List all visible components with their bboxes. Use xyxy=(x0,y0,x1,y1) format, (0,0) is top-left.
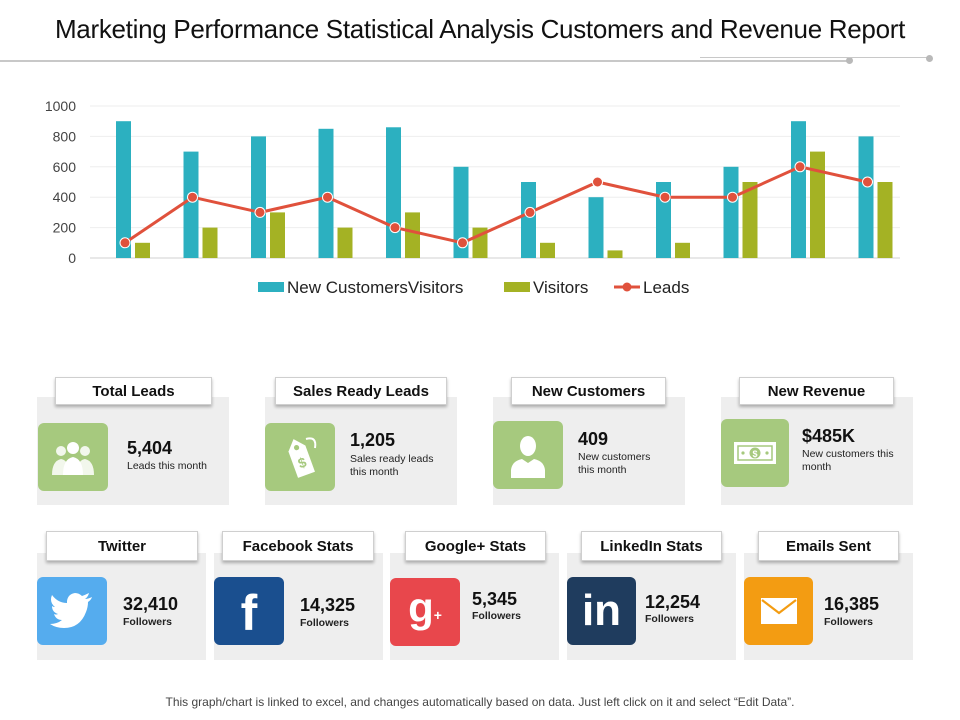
linkedin-icon: in xyxy=(567,577,636,645)
bar-new-customers xyxy=(858,136,874,258)
leads-point xyxy=(119,237,131,249)
bar-new-customers xyxy=(588,197,604,258)
page-title: Marketing Performance Statistical Analys… xyxy=(54,14,906,44)
tile-label: New Revenue xyxy=(739,377,894,405)
price-tag-icon: $ xyxy=(265,423,335,491)
legend-swatch xyxy=(504,282,530,292)
leads-point xyxy=(862,176,873,188)
bar-visitors xyxy=(607,250,623,258)
bar-visitors xyxy=(675,242,690,258)
bar-visitors xyxy=(810,151,825,258)
tile-label: Sales Ready Leads xyxy=(275,377,447,405)
kpi-value: 5,404 xyxy=(127,438,173,458)
y-tick-label: 800 xyxy=(53,128,77,144)
title-divider-long xyxy=(0,60,850,62)
kpi-value: 1,205 xyxy=(350,430,396,450)
bar-visitors xyxy=(270,212,285,258)
legend-label: Leads xyxy=(643,278,689,297)
tile-label: Emails Sent xyxy=(758,531,899,561)
leads-point xyxy=(659,191,671,203)
facebook-icon: f xyxy=(214,577,284,645)
social-value: 32,410 xyxy=(123,594,179,614)
bar-new-customers xyxy=(183,151,199,258)
leads-line xyxy=(124,165,868,245)
bar-new-customers xyxy=(723,166,739,258)
kpi-description: New customers this month xyxy=(578,451,651,476)
banknote-icon: $ xyxy=(721,419,789,487)
y-tick-label: 0 xyxy=(68,250,76,266)
facebook-glyph: f xyxy=(240,585,258,641)
legend-label: Visitors xyxy=(533,278,588,297)
social-description: Followers xyxy=(472,610,522,622)
tile-label: Facebook Stats xyxy=(222,531,374,561)
bar-new-customers xyxy=(116,121,131,258)
social-value: 16,385 xyxy=(824,594,880,614)
kpi-description: New customers this month xyxy=(802,448,894,473)
y-tick-label: 400 xyxy=(53,189,77,205)
kpi-value: $485K xyxy=(802,426,856,446)
social-description: Followers xyxy=(300,617,350,629)
bar-new-customers xyxy=(386,127,401,258)
twitter-icon xyxy=(37,577,107,645)
group-icon xyxy=(38,423,108,491)
svg-text:$: $ xyxy=(752,449,757,459)
social-description: Followers xyxy=(645,613,695,625)
kpi-value: 409 xyxy=(578,429,609,449)
social-description: Followers xyxy=(123,616,173,628)
tile-label: LinkedIn Stats xyxy=(581,531,722,561)
combo-chart[interactable]: 0 200 400 600 800 1000 New CustomersVisitors Vi… xyxy=(0,90,960,305)
divider-dot-right xyxy=(926,55,933,62)
leads-point xyxy=(794,161,806,173)
bar-new-customers xyxy=(521,182,536,258)
google-glyph: g xyxy=(408,584,434,631)
y-tick-label: 200 xyxy=(53,220,77,236)
tile-label: Total Leads xyxy=(55,377,212,405)
kpi-description: Sales ready leads this month xyxy=(350,453,434,478)
y-tick-label: 1000 xyxy=(45,98,76,114)
kpi-description: Leads this month xyxy=(127,460,207,472)
bar-new-customers xyxy=(453,166,469,258)
tile-label: Twitter xyxy=(46,531,198,561)
linkedin-glyph: in xyxy=(581,586,622,635)
leads-point xyxy=(524,206,536,218)
leads-point xyxy=(322,191,333,203)
bar-visitors xyxy=(540,242,555,258)
bar-visitors xyxy=(135,242,150,258)
leads-point xyxy=(457,237,468,249)
leads-point xyxy=(592,176,603,188)
leads-point xyxy=(187,191,198,203)
google-plus-sign: + xyxy=(433,607,442,623)
bar-visitors xyxy=(337,227,353,258)
social-description: Followers xyxy=(824,616,874,628)
envelope-icon xyxy=(744,577,813,645)
bar-new-customers xyxy=(791,121,806,258)
social-value: 14,325 xyxy=(300,595,356,615)
tile-label: Google+ Stats xyxy=(405,531,546,561)
legend-swatch xyxy=(258,282,284,292)
bar-visitors xyxy=(877,182,893,258)
social-value: 5,345 xyxy=(472,589,518,609)
y-tick-label: 600 xyxy=(53,159,77,175)
person-icon xyxy=(493,421,563,489)
title-divider-short xyxy=(700,57,930,58)
legend-swatch-marker xyxy=(622,282,632,292)
divider-dot-left xyxy=(846,57,853,64)
bar-visitors xyxy=(405,212,420,258)
footer-note: This graph/chart is linked to excel, and… xyxy=(165,695,795,709)
tile-label: New Customers xyxy=(511,377,666,405)
leads-point xyxy=(389,222,401,234)
legend-label: New CustomersVisitors xyxy=(287,278,463,297)
leads-point xyxy=(254,206,266,218)
social-value: 12,254 xyxy=(645,592,701,612)
bar-new-customers xyxy=(251,136,266,258)
bar-visitors xyxy=(202,227,218,258)
google-plus-icon: g + xyxy=(390,578,460,646)
bar-visitors xyxy=(742,182,758,258)
leads-point xyxy=(727,191,738,203)
